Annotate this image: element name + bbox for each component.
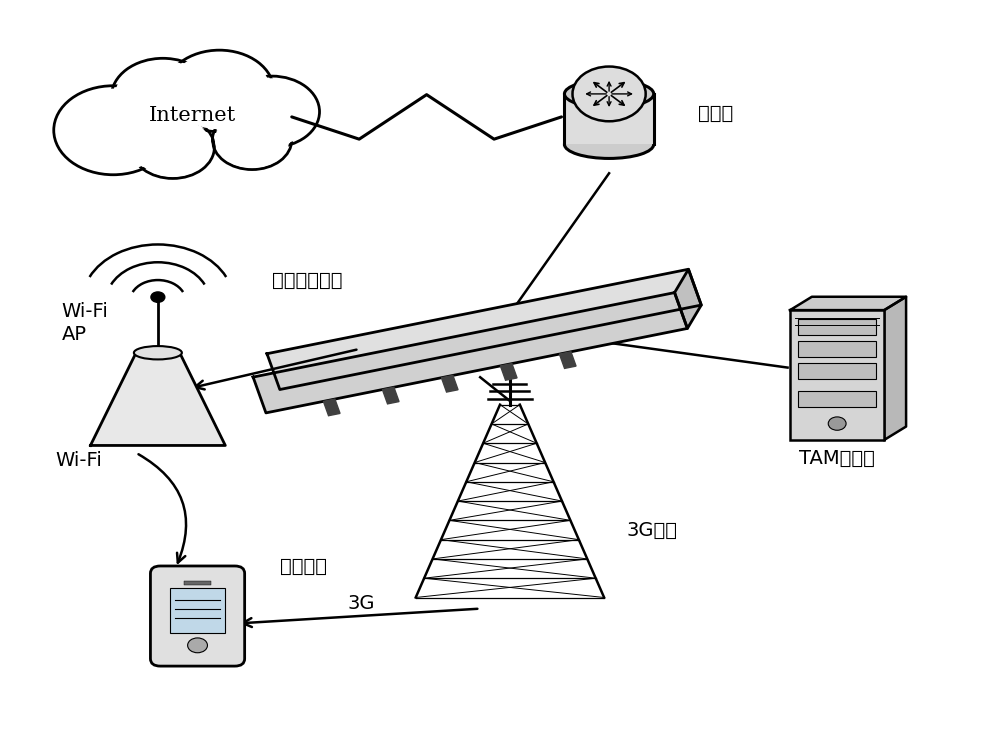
Polygon shape [323, 399, 340, 416]
Polygon shape [382, 387, 399, 404]
Polygon shape [90, 352, 225, 446]
Polygon shape [884, 297, 906, 440]
Text: 3G: 3G [347, 594, 375, 613]
Circle shape [131, 116, 214, 178]
Circle shape [111, 58, 214, 136]
Bar [798, 363, 876, 380]
Bar [798, 391, 876, 407]
Circle shape [169, 53, 270, 128]
Text: 移动终端: 移动终端 [280, 556, 327, 576]
FancyArrowPatch shape [138, 454, 186, 562]
Text: Wi-Fi
AP: Wi-Fi AP [62, 302, 109, 344]
Text: 路由器: 路由器 [698, 104, 734, 124]
Polygon shape [675, 269, 701, 328]
Circle shape [572, 67, 646, 122]
FancyBboxPatch shape [150, 566, 245, 666]
Circle shape [151, 292, 165, 302]
Bar [170, 588, 225, 633]
Polygon shape [441, 376, 458, 392]
Ellipse shape [564, 80, 654, 108]
Polygon shape [790, 297, 906, 310]
Text: TAM计算机: TAM计算机 [799, 449, 875, 468]
Text: Wi-Fi: Wi-Fi [55, 451, 102, 470]
Ellipse shape [564, 130, 654, 158]
Polygon shape [500, 364, 517, 380]
Circle shape [212, 110, 292, 170]
Circle shape [188, 638, 207, 652]
Text: 以太网交换机: 以太网交换机 [272, 271, 342, 290]
Polygon shape [267, 269, 701, 389]
Circle shape [59, 89, 168, 171]
Circle shape [134, 118, 211, 176]
Circle shape [115, 62, 210, 132]
Text: Internet: Internet [149, 106, 236, 125]
Circle shape [216, 112, 289, 167]
Circle shape [228, 79, 316, 145]
Ellipse shape [134, 346, 182, 359]
Bar [564, 94, 654, 144]
Bar [790, 310, 884, 440]
Circle shape [165, 50, 274, 132]
Bar [798, 341, 876, 357]
Circle shape [828, 417, 846, 430]
Circle shape [54, 86, 173, 175]
Text: 3G基站: 3G基站 [627, 521, 678, 540]
Circle shape [224, 76, 320, 147]
Bar [798, 319, 876, 335]
Polygon shape [559, 352, 576, 368]
Polygon shape [253, 292, 687, 413]
Bar [184, 580, 211, 585]
